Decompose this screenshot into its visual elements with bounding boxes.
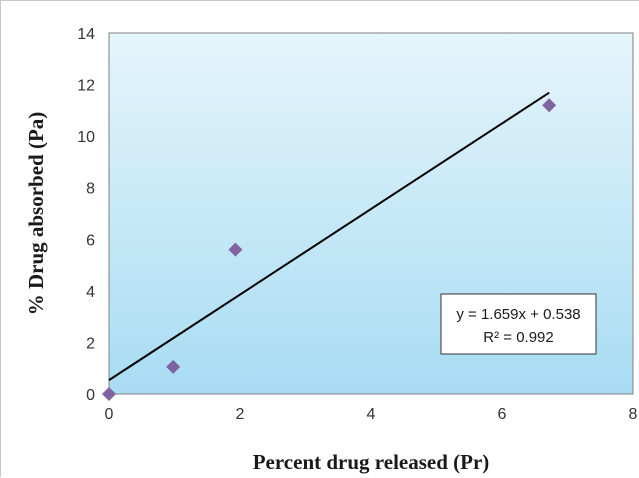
data-point [228,242,243,257]
equation-box-border [440,293,597,355]
data-point [166,359,181,374]
x-axis-title: Percent drug released (Pr) [253,450,490,474]
x-axis-ticks: 0 2 4 6 8 [105,406,638,423]
y-axis-ticks: 0 2 4 6 8 10 12 14 [77,26,95,404]
y-tick-label: 12 [77,78,95,95]
x-tick-label: 0 [105,406,114,423]
x-tick-label: 8 [629,406,638,423]
trendline [108,91,550,381]
y-tick-label: 4 [86,284,95,301]
y-tick-label: 2 [86,335,95,352]
data-point [102,387,116,401]
trendline-equation-box: y = 1.659x + 0.538 R² = 0.992 [440,293,597,355]
data-points [102,98,557,401]
y-tick-label: 6 [86,232,95,249]
trendline-equation: y = 1.659x + 0.538 [456,306,580,323]
y-tick-label: 14 [77,26,95,43]
x-tick-label: 6 [498,406,507,423]
x-tick-label: 2 [236,406,245,423]
y-tick-label: 0 [86,387,95,404]
x-tick-label: 4 [367,406,376,423]
trendline-r-squared: R² = 0.992 [483,329,553,346]
data-point [542,98,557,113]
y-tick-label: 10 [77,129,95,146]
y-tick-label: 8 [86,181,95,198]
y-axis-title: % Drug absorbed (Pa) [24,112,48,316]
